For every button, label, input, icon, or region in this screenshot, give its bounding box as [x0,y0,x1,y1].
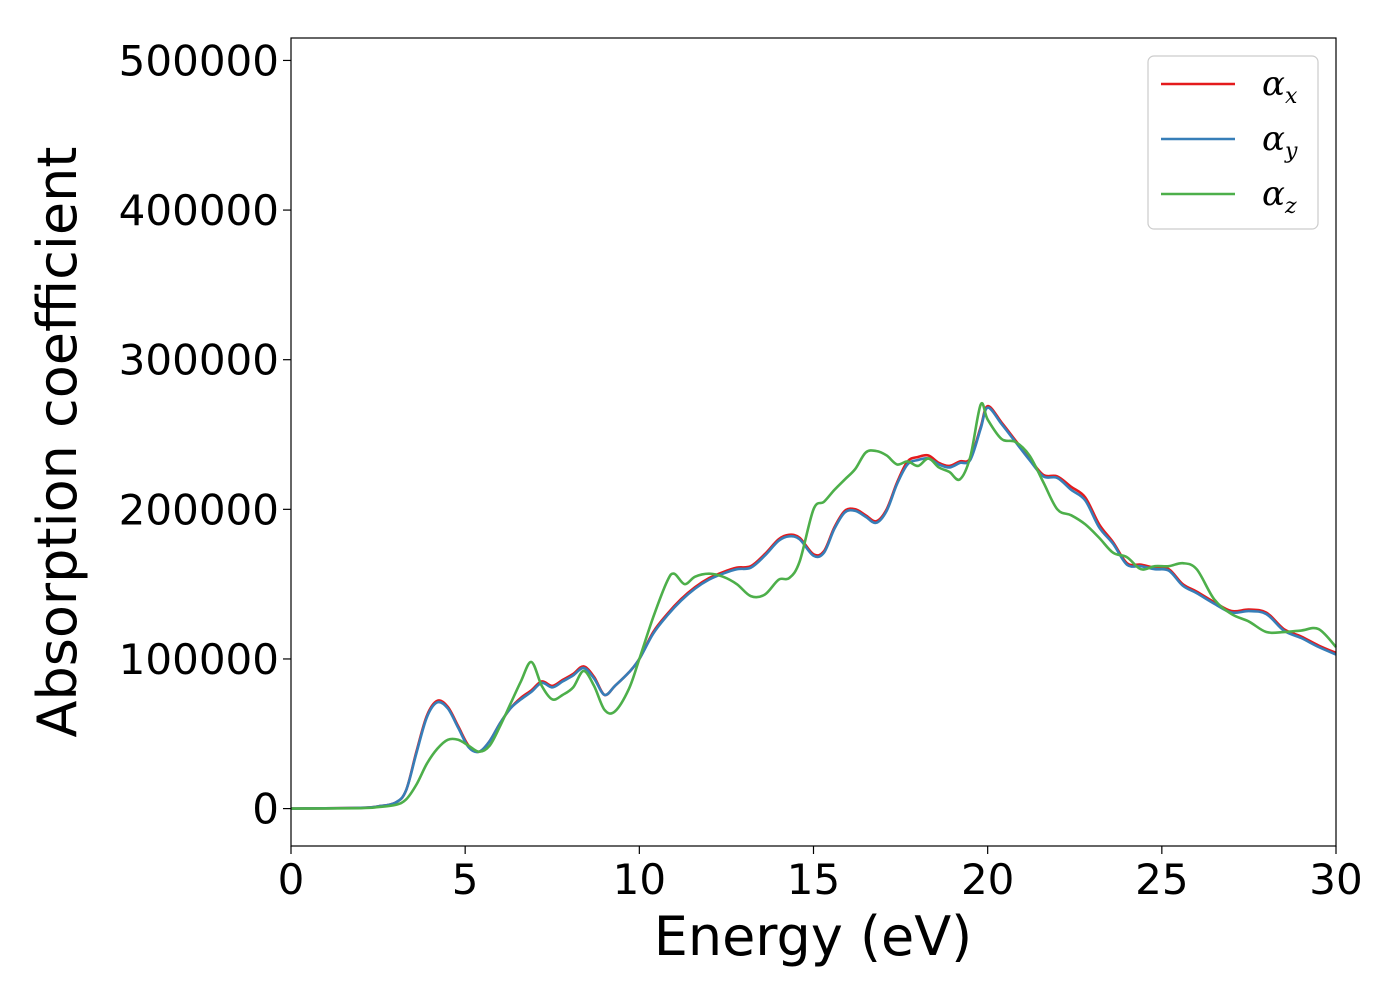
series-line-x [290,404,1337,810]
series-line-z [290,401,1337,810]
plot-lines [290,401,1337,810]
legend-subscript-z: z [1284,194,1297,219]
x-tick-label: 20 [961,855,1014,904]
x-tick-label: 10 [613,855,666,904]
series-line-y [290,406,1337,810]
y-axis-label: Absorption coefficient [26,147,89,738]
x-tick-label: 30 [1309,855,1362,904]
x-tick-label: 25 [1135,855,1188,904]
y-tick-label: 0 [252,785,279,834]
legend-box [1147,55,1319,230]
x-tick-label: 5 [452,855,479,904]
y-tick-label: 500000 [119,36,279,85]
legend-subscript-x: x [1285,84,1298,109]
y-tick-label: 200000 [119,485,279,534]
legend-label-z: αz [1262,174,1297,219]
y-axis-ticks: 0 100000 200000 300000 400000 500000 [119,36,291,834]
x-tick-label: 0 [278,855,305,904]
x-tick-label: 15 [787,855,840,904]
legend-subscript-y: y [1284,139,1298,164]
x-axis-ticks: 0 5 10 15 20 25 30 [278,846,1363,904]
x-axis-label: Energy (eV) [654,905,973,968]
y-tick-label: 300000 [119,336,279,385]
y-tick-label: 100000 [119,635,279,684]
y-tick-label: 400000 [119,186,279,235]
